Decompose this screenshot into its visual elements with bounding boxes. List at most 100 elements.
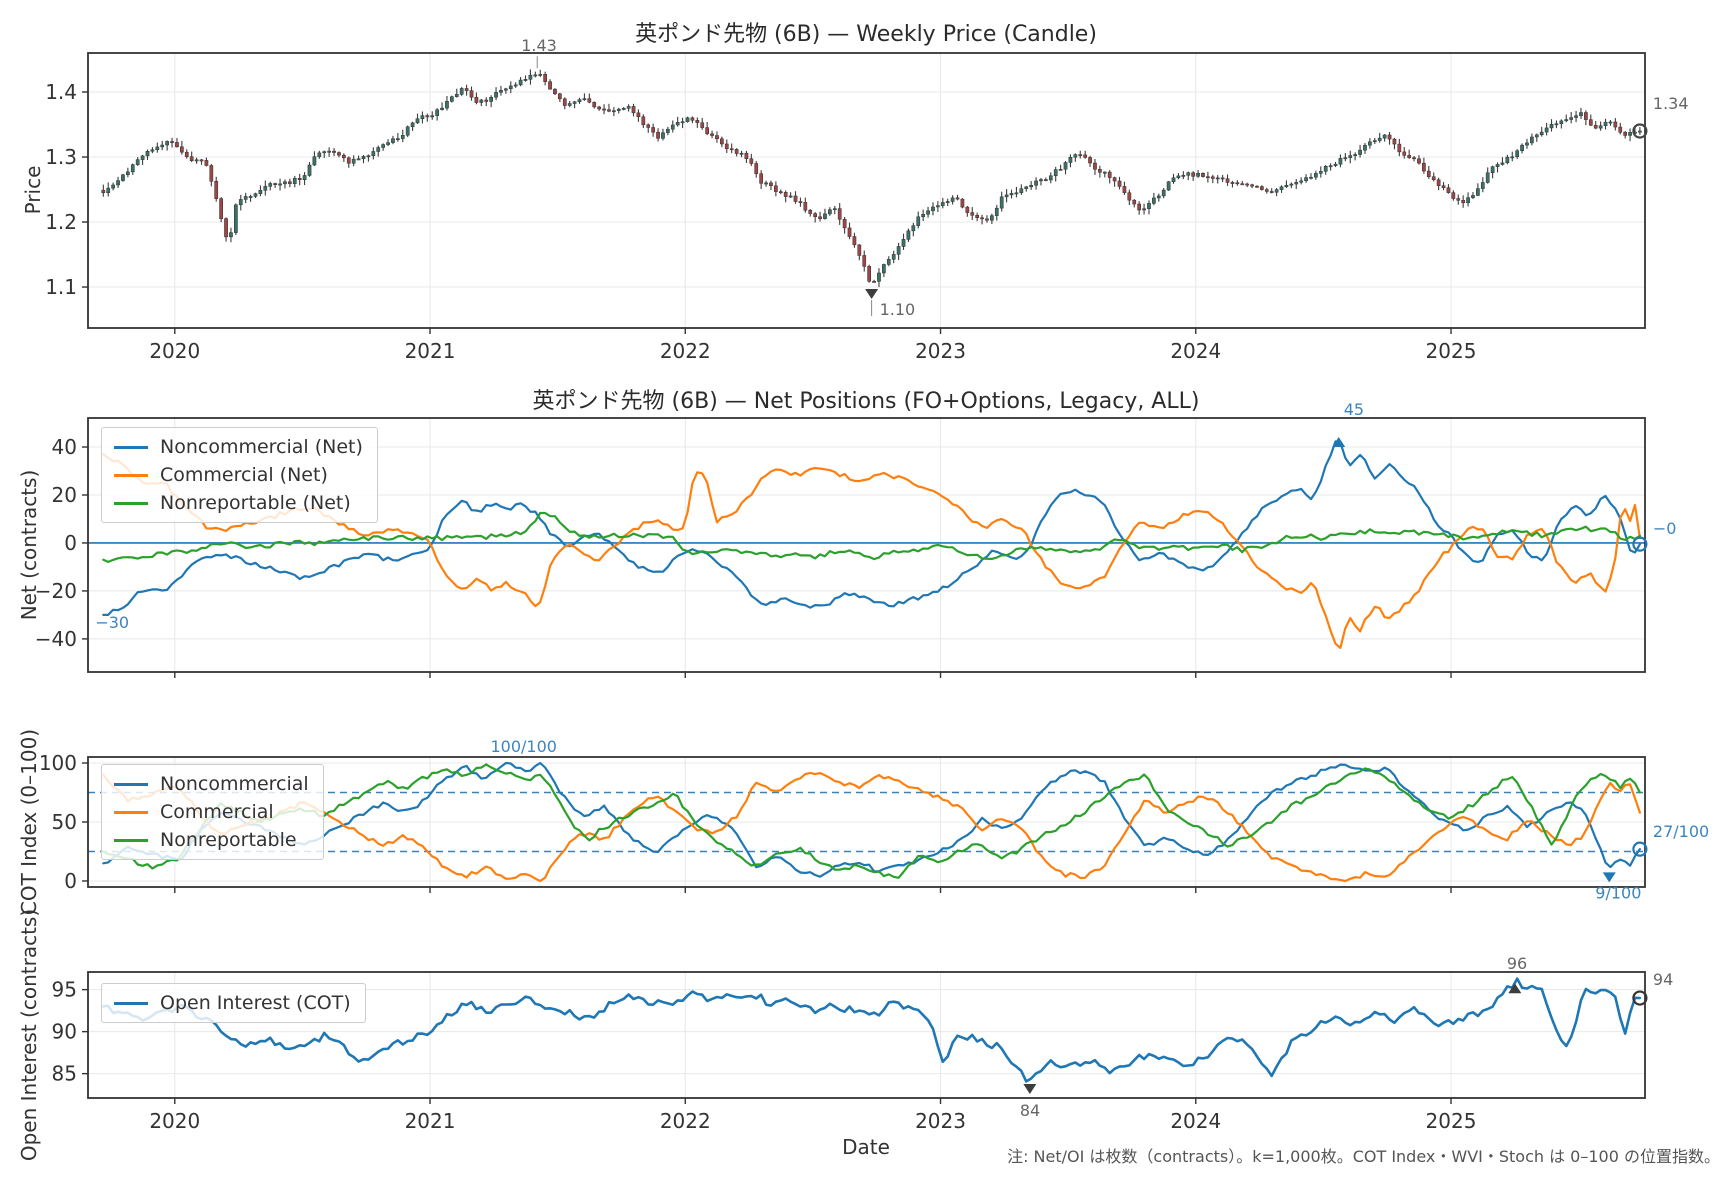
- candle-body: [292, 178, 297, 184]
- candle-body: [1019, 188, 1024, 194]
- candle-body: [1505, 156, 1510, 164]
- candle-body: [1137, 203, 1142, 211]
- candle-body: [631, 106, 636, 114]
- candle-body: [307, 164, 312, 176]
- candle-body: [1152, 197, 1156, 204]
- candle-body: [970, 212, 975, 216]
- candle-body: [1451, 192, 1456, 199]
- candle-body: [710, 133, 714, 136]
- candle-body: [666, 128, 670, 133]
- candle-body: [813, 213, 817, 218]
- annotation-−30: −30: [95, 613, 129, 632]
- y-tick-label: 20: [52, 483, 77, 507]
- candle-body: [886, 259, 891, 265]
- candle-body: [322, 151, 327, 154]
- candle-body: [1554, 123, 1559, 126]
- candle-body: [1053, 169, 1058, 177]
- candle-body: [1009, 193, 1014, 196]
- candle-body: [435, 109, 439, 116]
- candle-body: [170, 141, 174, 143]
- annotation-1.10: 1.10: [880, 300, 916, 319]
- end-marker: [1632, 123, 1648, 139]
- candle-body: [1117, 180, 1122, 187]
- candle-body: [229, 232, 233, 238]
- candle-body: [921, 213, 926, 218]
- candle-body: [1304, 177, 1308, 182]
- candle-body: [366, 155, 371, 158]
- legend-line-sample: [114, 1001, 148, 1005]
- x-tick-label: 2021: [405, 339, 456, 363]
- candle-body: [1446, 187, 1451, 193]
- legend-label: Open Interest (COT): [160, 992, 351, 1014]
- candle-body: [852, 236, 857, 246]
- annotation-27/100: 27/100: [1653, 822, 1709, 841]
- candle-body: [1142, 208, 1146, 211]
- candle-body: [351, 158, 356, 164]
- candle-body: [562, 98, 567, 106]
- candle-body: [651, 127, 655, 133]
- x-tick-label: 2025: [1426, 1109, 1477, 1133]
- candle-body: [990, 215, 994, 221]
- candle-body: [150, 149, 155, 152]
- candle-body: [1358, 149, 1362, 155]
- candle-body: [906, 230, 911, 240]
- candle-body: [739, 152, 744, 155]
- candle-body: [754, 163, 759, 174]
- candle-body: [175, 142, 179, 148]
- panel-price: 2020 2021 2022 2023 2024 2025 1.1 1.2 1.3 1.4 1.43…: [45, 36, 1688, 363]
- candle-body: [459, 88, 464, 95]
- candle-body: [685, 117, 690, 122]
- annotation-−0: −0: [1653, 519, 1677, 538]
- candle-body: [140, 155, 145, 160]
- candle-body: [135, 159, 140, 165]
- candle-body: [862, 255, 867, 267]
- candle-body: [1112, 177, 1117, 182]
- candle-body: [960, 198, 965, 208]
- x-tick-label: 2025: [1426, 339, 1477, 363]
- candle-body: [1613, 121, 1618, 128]
- candle-body: [430, 115, 435, 118]
- candle-body: [945, 201, 950, 203]
- candle-body: [572, 101, 577, 104]
- candle-body: [425, 115, 430, 118]
- candle-body: [337, 152, 341, 156]
- arrow-down-marker: [1602, 872, 1616, 883]
- candle-body: [994, 207, 999, 216]
- candle-body: [111, 184, 115, 189]
- candle-body: [602, 108, 606, 111]
- candle-body: [1073, 154, 1078, 158]
- candle-body: [690, 117, 695, 121]
- candle-body: [106, 187, 111, 194]
- candle-body: [612, 110, 616, 113]
- candle-body: [1534, 134, 1539, 138]
- candle-body: [297, 178, 302, 181]
- candle-body: [538, 74, 543, 76]
- legend-item: Noncommercial (Net): [114, 436, 363, 458]
- candle-body: [749, 158, 754, 164]
- candle-body: [1363, 144, 1367, 151]
- annotation-45: 45: [1344, 400, 1364, 419]
- candle-body: [1539, 131, 1544, 136]
- panel-cot_index: 0 50 100 100/100 27/100 9/100: [39, 737, 1709, 902]
- candle-body: [1191, 172, 1196, 177]
- legend-item: Commercial: [114, 801, 309, 823]
- candle-body: [1088, 157, 1092, 164]
- candle-body: [116, 180, 120, 186]
- candle-body: [145, 151, 150, 157]
- candle-body: [1206, 176, 1210, 179]
- candle-body: [508, 85, 513, 90]
- candle-body: [386, 142, 390, 145]
- candle-body: [204, 160, 209, 166]
- annotation-1.34: 1.34: [1653, 94, 1689, 113]
- candle-body: [391, 138, 395, 143]
- legend-line-sample: [114, 838, 148, 842]
- candle-body: [1034, 180, 1038, 186]
- candle-body: [528, 74, 533, 80]
- candle-body: [926, 210, 930, 215]
- panel-frame: [87, 52, 1646, 329]
- candle-body: [877, 272, 881, 282]
- x-axis-label: Date: [842, 1135, 890, 1159]
- candle-body: [1559, 120, 1564, 124]
- candle-body: [1274, 189, 1279, 193]
- candle-body: [248, 196, 253, 198]
